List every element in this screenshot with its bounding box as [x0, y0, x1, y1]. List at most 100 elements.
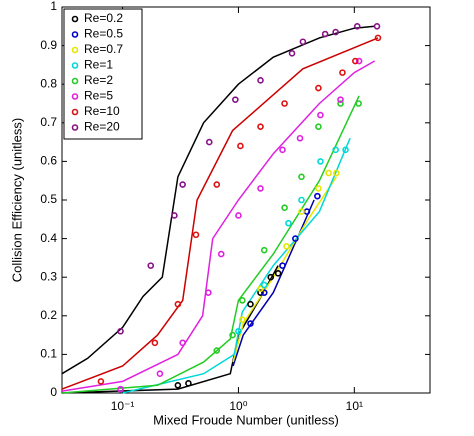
y-tick-label: 0.1	[40, 347, 57, 361]
data-point	[257, 77, 264, 84]
data-point	[257, 285, 264, 293]
data-point	[267, 273, 275, 281]
data-point	[239, 316, 246, 323]
y-axis-label: Collision Efficiency (unitless)	[9, 118, 24, 283]
data-point	[298, 208, 305, 215]
fit-line	[61, 60, 376, 392]
data-point	[147, 262, 155, 269]
legend-label: Re=1	[84, 58, 113, 72]
data-point	[355, 100, 362, 107]
data-point	[260, 246, 268, 254]
data-point	[317, 158, 324, 165]
legend-label: Re=0.7	[84, 42, 123, 56]
data-point	[298, 196, 305, 204]
data-point	[337, 96, 344, 103]
data-point	[333, 169, 340, 177]
legend-marker	[71, 108, 79, 116]
data-point	[274, 270, 282, 277]
data-point	[257, 289, 264, 296]
legend-box	[63, 8, 143, 140]
data-point	[174, 300, 182, 308]
data-point	[260, 289, 268, 296]
data-point	[239, 297, 246, 304]
data-point	[117, 327, 124, 335]
data-point	[257, 123, 264, 130]
data-point	[232, 96, 239, 103]
legend-marker	[71, 124, 79, 131]
data-point	[247, 300, 254, 308]
data-point	[285, 219, 292, 227]
y-tick-label: 0.5	[40, 192, 57, 206]
data-point	[337, 100, 344, 107]
x-tick-label: 10⁻¹	[111, 399, 135, 413]
y-tick-label: 0.7	[40, 115, 57, 129]
data-point	[235, 212, 242, 219]
data-point	[352, 57, 359, 65]
data-point	[229, 331, 236, 339]
legend-marker	[71, 15, 79, 23]
data-point	[353, 22, 361, 30]
data-point	[117, 385, 124, 393]
fit-line	[61, 95, 360, 394]
data-point	[174, 381, 182, 389]
y-tick-label: 0.8	[40, 76, 57, 90]
data-point	[315, 185, 322, 192]
data-point	[373, 22, 381, 30]
data-point	[299, 38, 307, 46]
data-point	[179, 339, 186, 347]
data-point	[332, 28, 339, 36]
data-point	[205, 289, 212, 296]
data-point	[156, 370, 164, 378]
data-point	[281, 100, 288, 107]
data-point	[257, 185, 264, 192]
fit-line	[122, 137, 351, 394]
data-point	[315, 123, 322, 130]
data-point	[213, 181, 221, 188]
data-point	[339, 69, 346, 76]
x-axis-label: Mixed Froude Number (unitless)	[153, 412, 339, 427]
data-point	[97, 378, 105, 385]
data-point	[205, 138, 213, 146]
legend-marker	[71, 46, 79, 54]
data-point	[192, 231, 200, 239]
legend-marker	[71, 93, 79, 100]
data-point	[185, 380, 192, 387]
data-point	[281, 204, 288, 212]
data-point	[342, 146, 349, 154]
y-tick-label: 0.4	[40, 231, 57, 245]
legend-label: Re=10	[84, 104, 120, 118]
legend-label: Re=20	[84, 120, 120, 134]
y-tick-label: 0	[50, 385, 57, 399]
data-point	[235, 327, 242, 335]
y-tick-label: 0.9	[40, 38, 57, 52]
data-point	[279, 262, 286, 269]
y-tick-label: 1	[50, 0, 57, 13]
data-point	[283, 243, 290, 250]
data-point	[179, 181, 186, 188]
legend-label: Re=0.2	[84, 11, 123, 25]
x-tick-label: 10⁰	[229, 399, 247, 413]
legend-marker	[71, 77, 79, 85]
y-tick-label: 0.2	[40, 308, 57, 322]
legend-marker	[71, 31, 79, 38]
x-tick-label: 10¹	[346, 399, 363, 413]
data-point	[315, 84, 322, 92]
fit-line	[61, 37, 379, 390]
data-point	[332, 146, 339, 154]
legend-label: Re=5	[84, 89, 113, 103]
legend-label: Re=0.5	[84, 27, 123, 41]
data-point	[151, 339, 159, 347]
legend-marker	[71, 62, 79, 69]
data-point	[260, 281, 268, 289]
data-point	[374, 34, 382, 42]
data-point	[296, 134, 304, 142]
y-tick-label: 0.6	[40, 154, 57, 168]
data-point	[288, 50, 296, 57]
data-point	[314, 192, 321, 200]
data-point	[317, 111, 324, 119]
data-point	[325, 169, 332, 177]
data-point	[217, 250, 225, 258]
data-point	[247, 320, 254, 327]
legend-label: Re=2	[84, 73, 113, 87]
